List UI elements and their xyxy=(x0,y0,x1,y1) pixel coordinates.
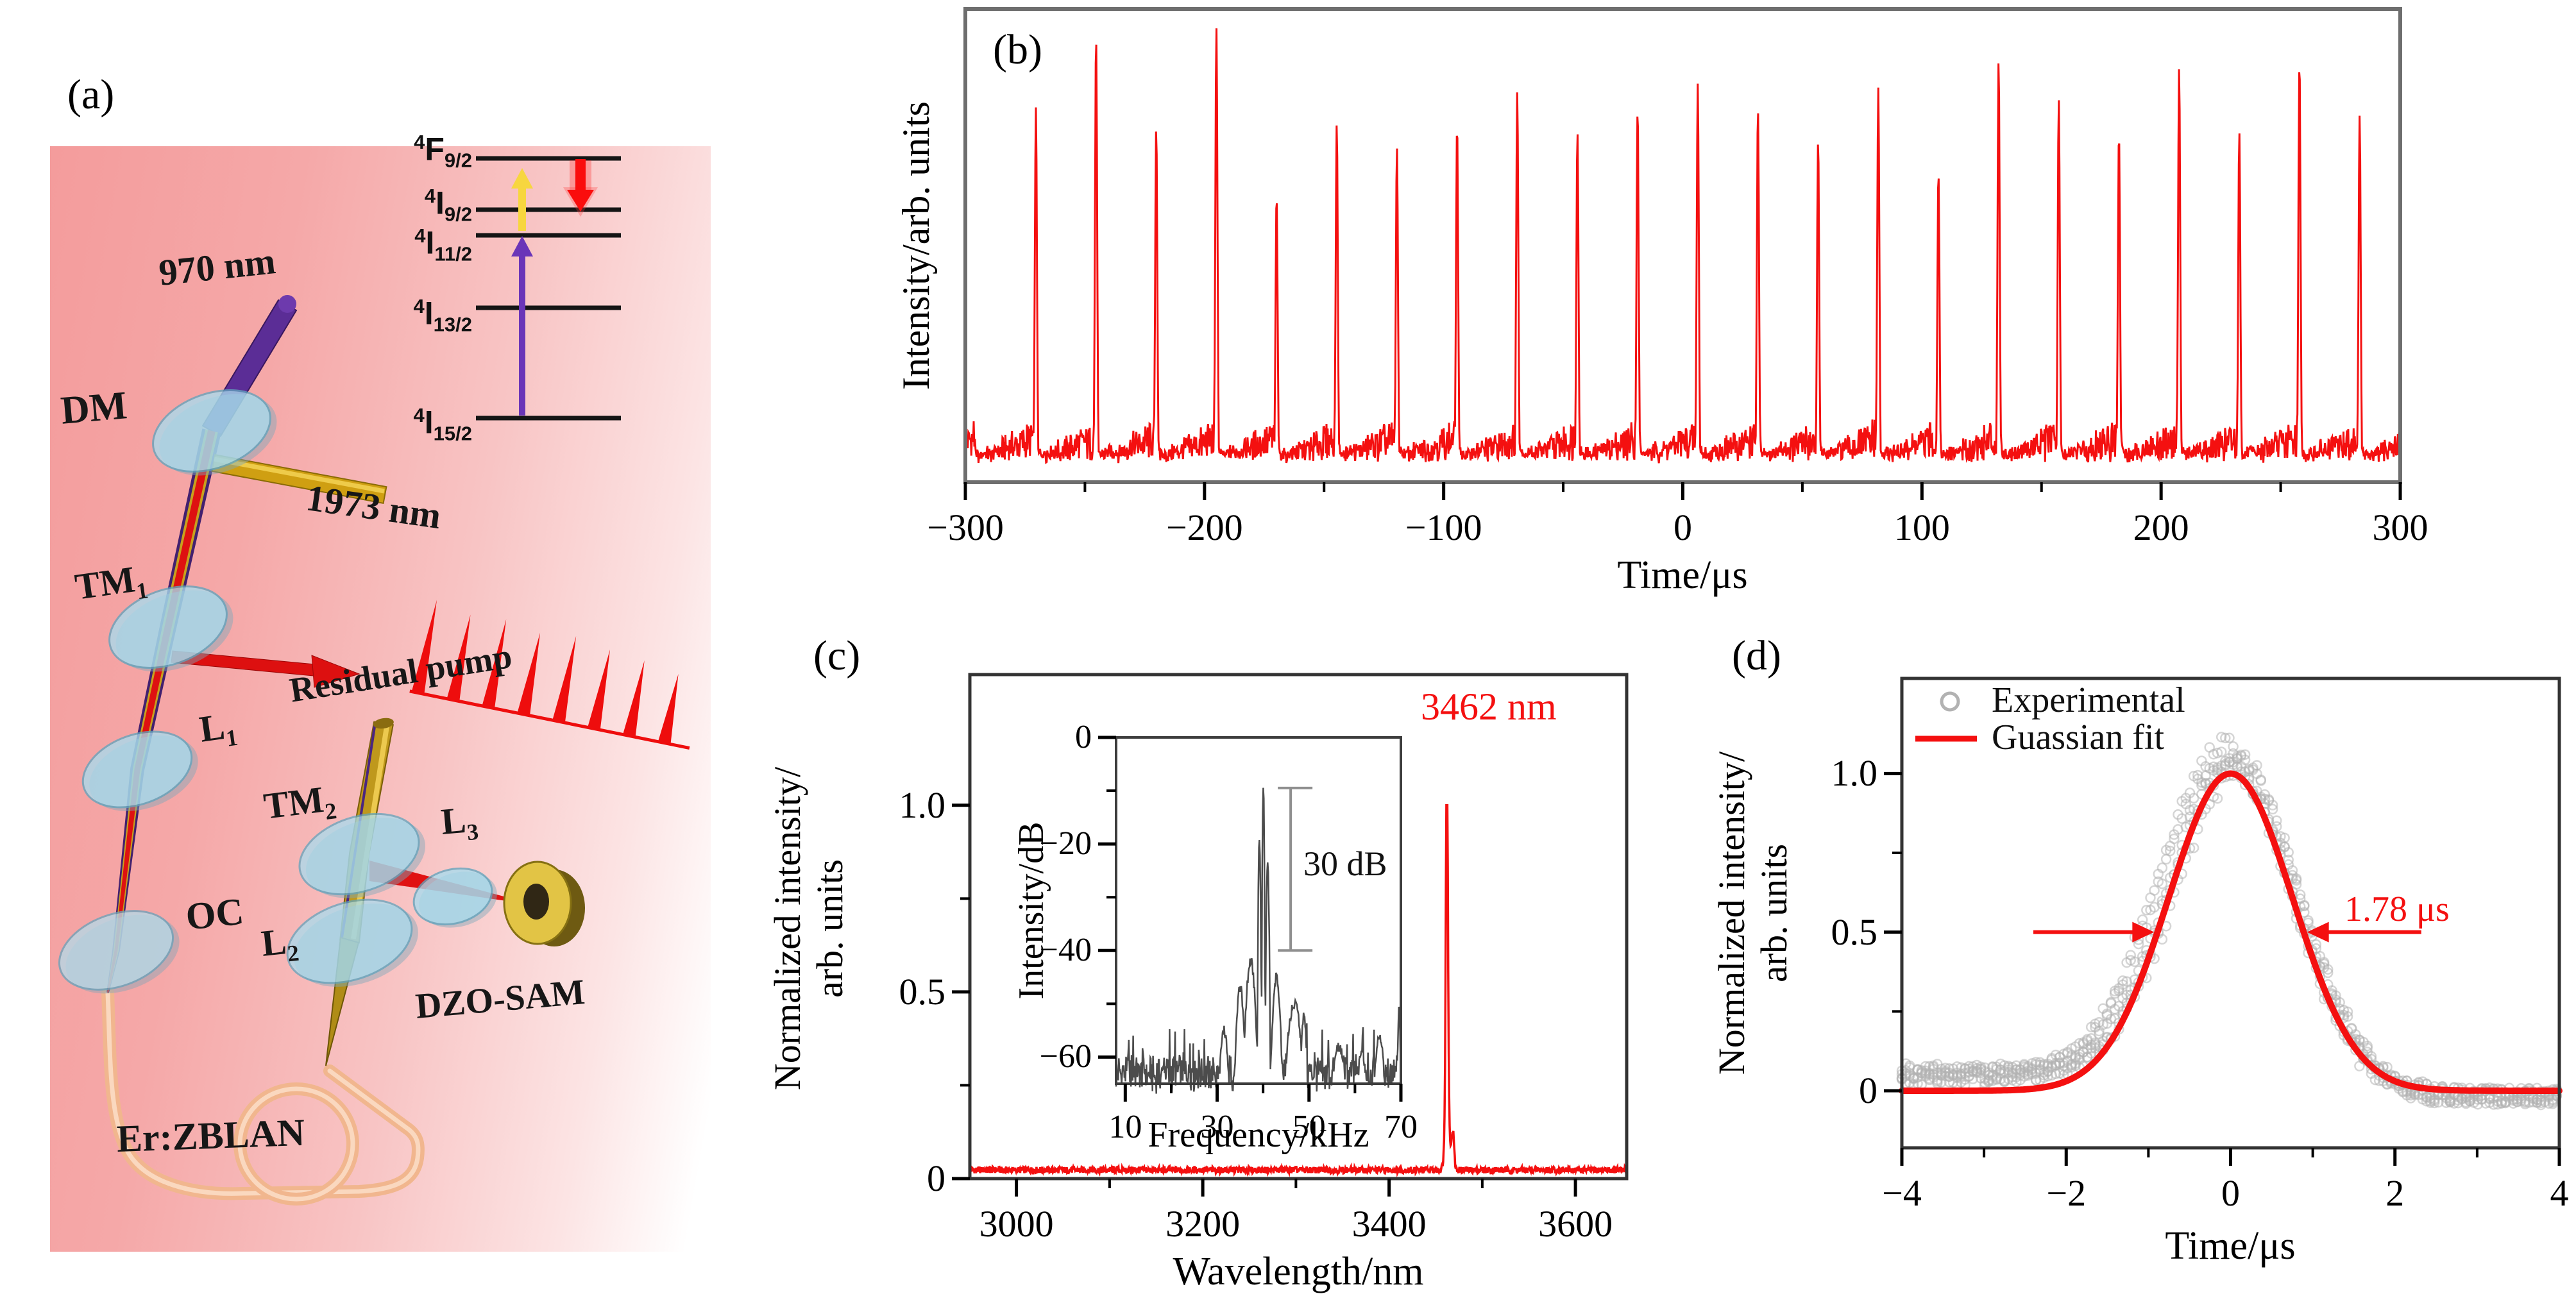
dichroic-mirror-disc xyxy=(152,389,277,476)
l2-lens-disc xyxy=(286,898,418,987)
tm2-mirror-disc xyxy=(298,812,426,898)
esa-transition-arrow xyxy=(511,168,533,231)
output-beam-arrow xyxy=(171,650,360,688)
snr-bracket xyxy=(1278,786,1313,952)
energy-level-diagram xyxy=(476,156,621,421)
c-spectrum-series xyxy=(969,804,1628,1178)
b-axes xyxy=(963,7,2402,500)
d-legend-markers xyxy=(1915,691,1977,742)
pump-transition-arrow xyxy=(511,236,533,416)
l1-lens-disc xyxy=(81,730,198,811)
l3-lens-disc xyxy=(412,867,497,928)
cavity-beam xyxy=(106,428,221,993)
tm1-mirror-disc xyxy=(108,585,233,672)
c_inset-axes xyxy=(1098,736,1403,1102)
output-pulse-train-icon xyxy=(409,600,690,750)
c-inset-rf-series xyxy=(1115,787,1402,1094)
fwhm-arrows xyxy=(2033,921,2421,943)
b-pulse-train-series xyxy=(964,28,2402,464)
oc-mirror-disc xyxy=(58,910,180,994)
laser-transition-arrow xyxy=(563,159,598,217)
d-experimental-scatter xyxy=(1896,732,2563,1111)
d-axes xyxy=(1884,677,2561,1166)
optic-discs xyxy=(58,389,497,994)
dzo-sam-ring xyxy=(503,861,585,946)
gain-fiber xyxy=(101,986,425,1206)
d-gaussian-fit-line xyxy=(1899,770,2563,1094)
c-axes xyxy=(952,673,1629,1197)
